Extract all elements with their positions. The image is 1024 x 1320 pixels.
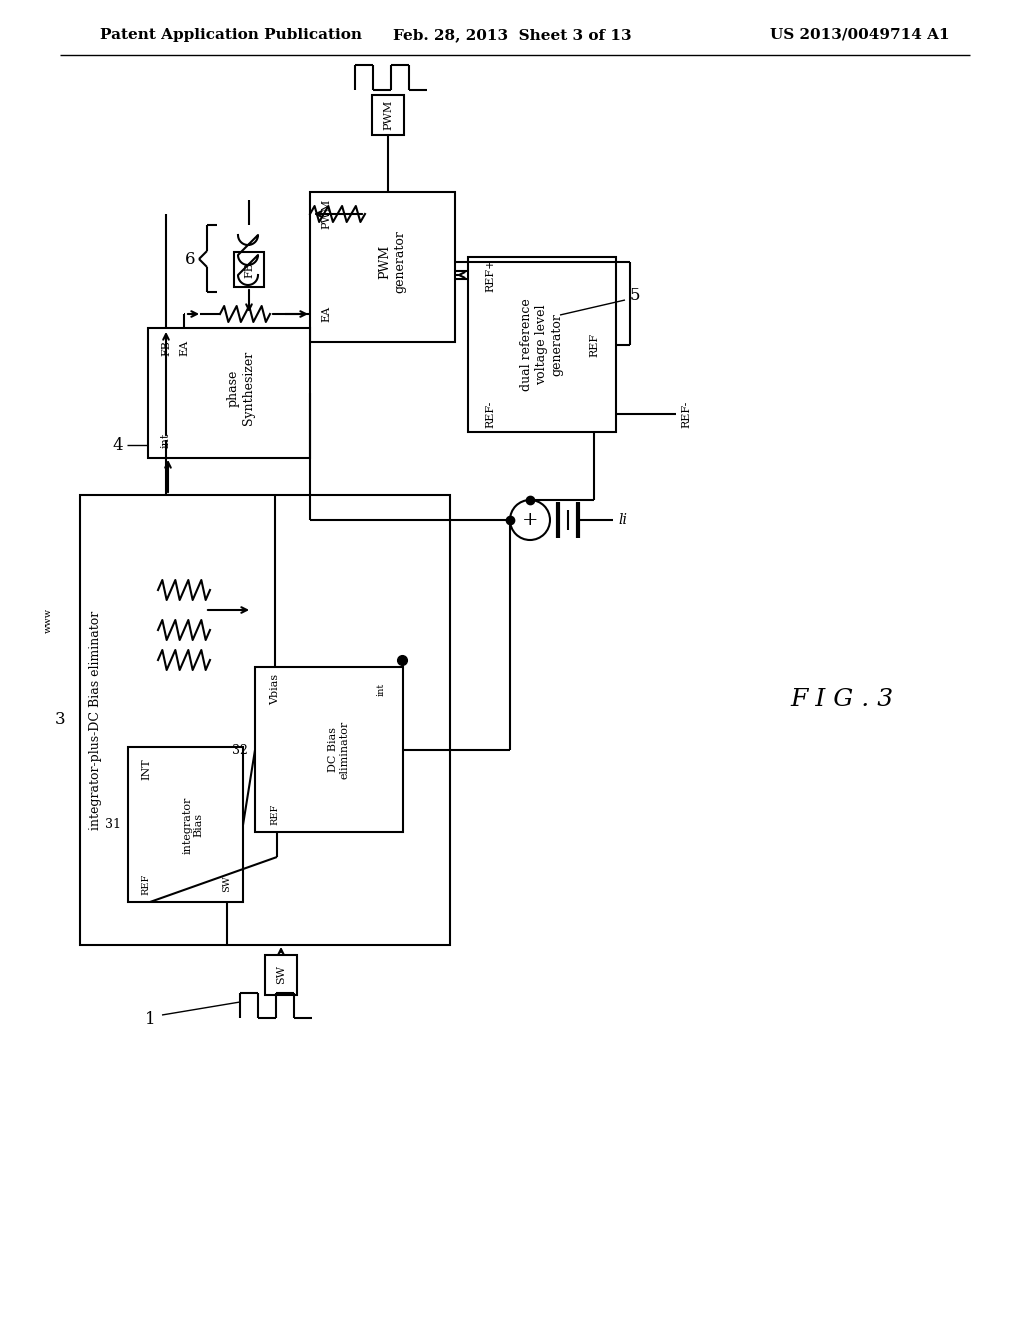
Text: REF-: REF- [485, 400, 495, 428]
Bar [372, 95, 404, 135]
Text: PWM: PWM [383, 100, 393, 131]
Text: F I G . 3: F I G . 3 [790, 689, 893, 711]
Text: REF-: REF- [681, 400, 691, 428]
Bar [468, 257, 616, 432]
Text: FB: FB [161, 341, 171, 356]
Text: int: int [377, 682, 385, 696]
Text: int: int [161, 433, 171, 447]
Text: REF+: REF+ [485, 259, 495, 292]
Bar [234, 252, 264, 286]
Text: integrator
Bias: integrator Bias [182, 796, 204, 854]
Bar [265, 954, 297, 995]
Text: 4: 4 [113, 437, 123, 454]
Text: www: www [43, 607, 52, 632]
Text: 3: 3 [54, 711, 66, 729]
Text: phase
Synthesizer: phase Synthesizer [227, 351, 255, 425]
Text: FB: FB [244, 263, 254, 279]
Text: EA: EA [179, 341, 189, 356]
Text: Feb. 28, 2013  Sheet 3 of 13: Feb. 28, 2013 Sheet 3 of 13 [392, 28, 632, 42]
Text: US 2013/0049714 A1: US 2013/0049714 A1 [770, 28, 950, 42]
Bar [80, 495, 450, 945]
Bar [255, 667, 403, 832]
Text: 32: 32 [232, 743, 248, 756]
Text: 31: 31 [105, 818, 121, 832]
Text: integrator-plus-DC Bias eliminator: integrator-plus-DC Bias eliminator [89, 610, 102, 830]
Text: PWM
generator: PWM generator [378, 231, 406, 293]
Text: dual reference
voltage level
generator: dual reference voltage level generator [520, 298, 563, 391]
Text: REF: REF [270, 804, 280, 825]
Bar [128, 747, 243, 902]
Text: 5: 5 [630, 286, 640, 304]
Text: REF: REF [589, 333, 599, 358]
Text: SW: SW [222, 875, 231, 892]
Text: Patent Application Publication: Patent Application Publication [100, 28, 362, 42]
Text: 1: 1 [144, 1011, 156, 1028]
Text: REF: REF [141, 874, 151, 895]
Text: PWM: PWM [321, 199, 331, 230]
Text: INT: INT [141, 758, 151, 780]
Text: +: + [522, 511, 539, 529]
Bar [148, 327, 310, 458]
Text: li: li [618, 513, 628, 527]
Text: EA: EA [321, 306, 331, 322]
Text: DC Bias
eliminator: DC Bias eliminator [329, 721, 350, 779]
Text: SW: SW [276, 965, 286, 985]
Text: Vbias: Vbias [270, 673, 280, 705]
Text: 6: 6 [184, 251, 196, 268]
Bar [310, 191, 455, 342]
